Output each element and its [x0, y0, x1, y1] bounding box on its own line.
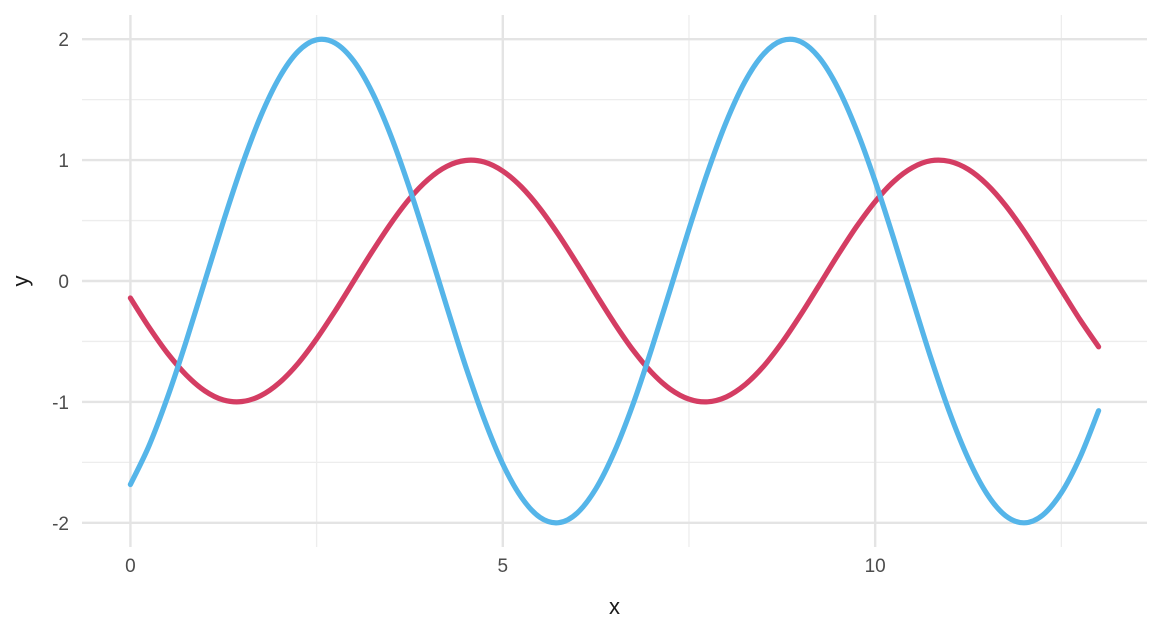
x-axis-title: x [609, 594, 620, 619]
y-tick-label: -2 [52, 514, 69, 535]
y-axis-title: y [8, 276, 33, 287]
y-tick-label: -1 [52, 393, 69, 414]
gridlines [82, 15, 1147, 547]
x-tick-label: 5 [497, 556, 508, 577]
x-tick-label: 0 [125, 556, 136, 577]
x-tick-label: 10 [865, 556, 886, 577]
red-curve [127, 157, 1102, 405]
axis-tick-labels: 0 5 10 -2 -1 0 1 2 [52, 30, 886, 577]
y-tick-label: 1 [58, 151, 69, 172]
blue-curve [127, 36, 1102, 526]
y-tick-label: 2 [58, 30, 69, 51]
y-tick-label: 0 [58, 272, 69, 293]
